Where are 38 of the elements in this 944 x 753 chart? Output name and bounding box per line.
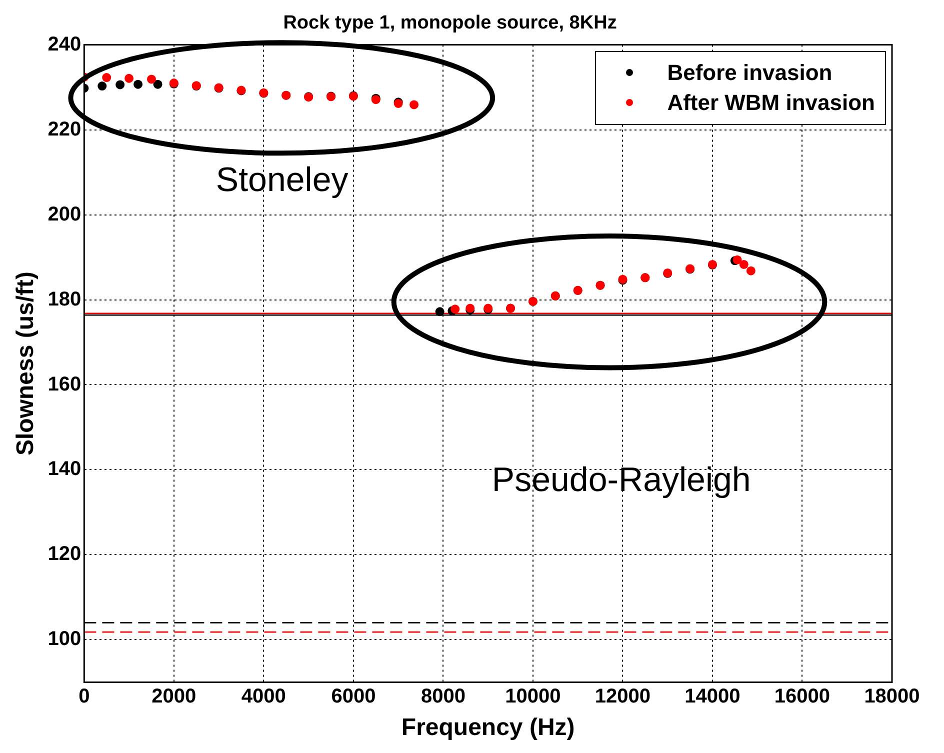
y-tick-label: 100 [48,628,82,650]
x-axis-title: Frequency (Hz) [401,714,575,742]
y-tick-label: 200 [48,203,82,226]
point [153,80,162,89]
point [146,74,156,84]
chart-title: Rock type 1, monopole source, 8KHz [283,12,617,34]
point [450,304,460,314]
point [98,82,107,91]
point [124,74,134,83]
x-tick-label: 2000 [152,686,196,708]
x-tick-label: 16000 [774,686,830,708]
x-tick-label: 14000 [684,686,740,708]
legend-label: After WBM invasion [667,88,875,117]
y-tick-label: 160 [48,373,82,396]
y-tick-label: 120 [48,543,82,566]
x-tick-label: 0 [78,686,90,708]
point [732,255,742,264]
annotation: Stoneley [216,161,348,200]
x-tick-label: 8000 [420,686,466,708]
point [410,100,419,110]
point [435,307,444,316]
point [134,80,143,89]
y-tick-label: 240 [48,33,82,56]
y-axis-title: Slowness (us/ft) [12,271,40,456]
x-tick-label: 4000 [241,686,286,708]
y-tick-label: 140 [48,458,82,480]
point [739,260,748,269]
point [746,266,756,276]
y-tick-label: 220 [48,118,82,140]
x-tick-label: 10000 [505,686,561,708]
x-tick-label: 18000 [864,686,920,708]
y-tick-label: 180 [48,288,82,310]
legend-label: Before invasion [667,58,832,87]
annotation: Pseudo-Rayleigh [492,460,751,499]
point [116,80,125,90]
x-tick-label: 12000 [594,686,651,708]
x-tick-label: 6000 [331,686,376,708]
point [102,73,112,82]
